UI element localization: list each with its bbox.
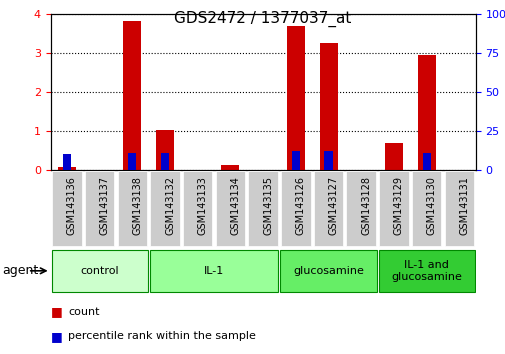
Text: GSM143134: GSM143134 bbox=[230, 176, 240, 235]
FancyBboxPatch shape bbox=[52, 171, 81, 246]
Text: glucosamine: glucosamine bbox=[292, 266, 363, 276]
FancyBboxPatch shape bbox=[52, 250, 147, 292]
Bar bbox=[286, 26, 304, 170]
Bar bbox=[156, 130, 174, 170]
Bar bbox=[291, 151, 299, 170]
FancyBboxPatch shape bbox=[346, 171, 375, 246]
Bar bbox=[123, 21, 141, 170]
FancyBboxPatch shape bbox=[85, 171, 114, 246]
Text: GSM143137: GSM143137 bbox=[99, 176, 110, 235]
Text: GSM143132: GSM143132 bbox=[165, 176, 175, 235]
Text: GSM143133: GSM143133 bbox=[197, 176, 208, 235]
FancyBboxPatch shape bbox=[444, 171, 473, 246]
Text: control: control bbox=[80, 266, 119, 276]
FancyBboxPatch shape bbox=[313, 171, 342, 246]
Bar bbox=[221, 165, 239, 170]
Bar bbox=[58, 167, 76, 170]
Text: GSM143129: GSM143129 bbox=[393, 176, 403, 235]
Text: GSM143136: GSM143136 bbox=[67, 176, 77, 235]
Text: GSM143131: GSM143131 bbox=[459, 176, 468, 235]
Text: GSM143135: GSM143135 bbox=[263, 176, 273, 235]
FancyBboxPatch shape bbox=[378, 250, 474, 292]
FancyBboxPatch shape bbox=[378, 171, 408, 246]
FancyBboxPatch shape bbox=[183, 171, 212, 246]
Bar bbox=[63, 154, 71, 170]
Text: GSM143126: GSM143126 bbox=[295, 176, 305, 235]
FancyBboxPatch shape bbox=[248, 171, 277, 246]
Bar bbox=[161, 153, 169, 170]
Text: GSM143138: GSM143138 bbox=[132, 176, 142, 235]
Text: GSM143130: GSM143130 bbox=[426, 176, 436, 235]
Text: agent: agent bbox=[3, 264, 39, 277]
FancyBboxPatch shape bbox=[117, 171, 147, 246]
Text: IL-1: IL-1 bbox=[204, 266, 224, 276]
Bar bbox=[324, 151, 332, 170]
FancyBboxPatch shape bbox=[149, 250, 278, 292]
Bar bbox=[422, 153, 430, 170]
Text: GDS2472 / 1377037_at: GDS2472 / 1377037_at bbox=[174, 11, 351, 27]
FancyBboxPatch shape bbox=[281, 171, 310, 246]
FancyBboxPatch shape bbox=[280, 250, 376, 292]
FancyBboxPatch shape bbox=[150, 171, 179, 246]
Text: percentile rank within the sample: percentile rank within the sample bbox=[68, 331, 256, 341]
Text: count: count bbox=[68, 307, 99, 316]
Text: ■: ■ bbox=[50, 330, 62, 343]
Text: GSM143127: GSM143127 bbox=[328, 176, 338, 235]
Text: IL-1 and
glucosamine: IL-1 and glucosamine bbox=[390, 260, 461, 282]
Bar bbox=[384, 143, 402, 170]
Bar bbox=[417, 55, 435, 170]
FancyBboxPatch shape bbox=[215, 171, 244, 246]
Text: GSM143128: GSM143128 bbox=[361, 176, 371, 235]
FancyBboxPatch shape bbox=[411, 171, 440, 246]
Bar bbox=[128, 153, 136, 170]
Bar bbox=[319, 44, 337, 170]
Text: ■: ■ bbox=[50, 305, 62, 318]
